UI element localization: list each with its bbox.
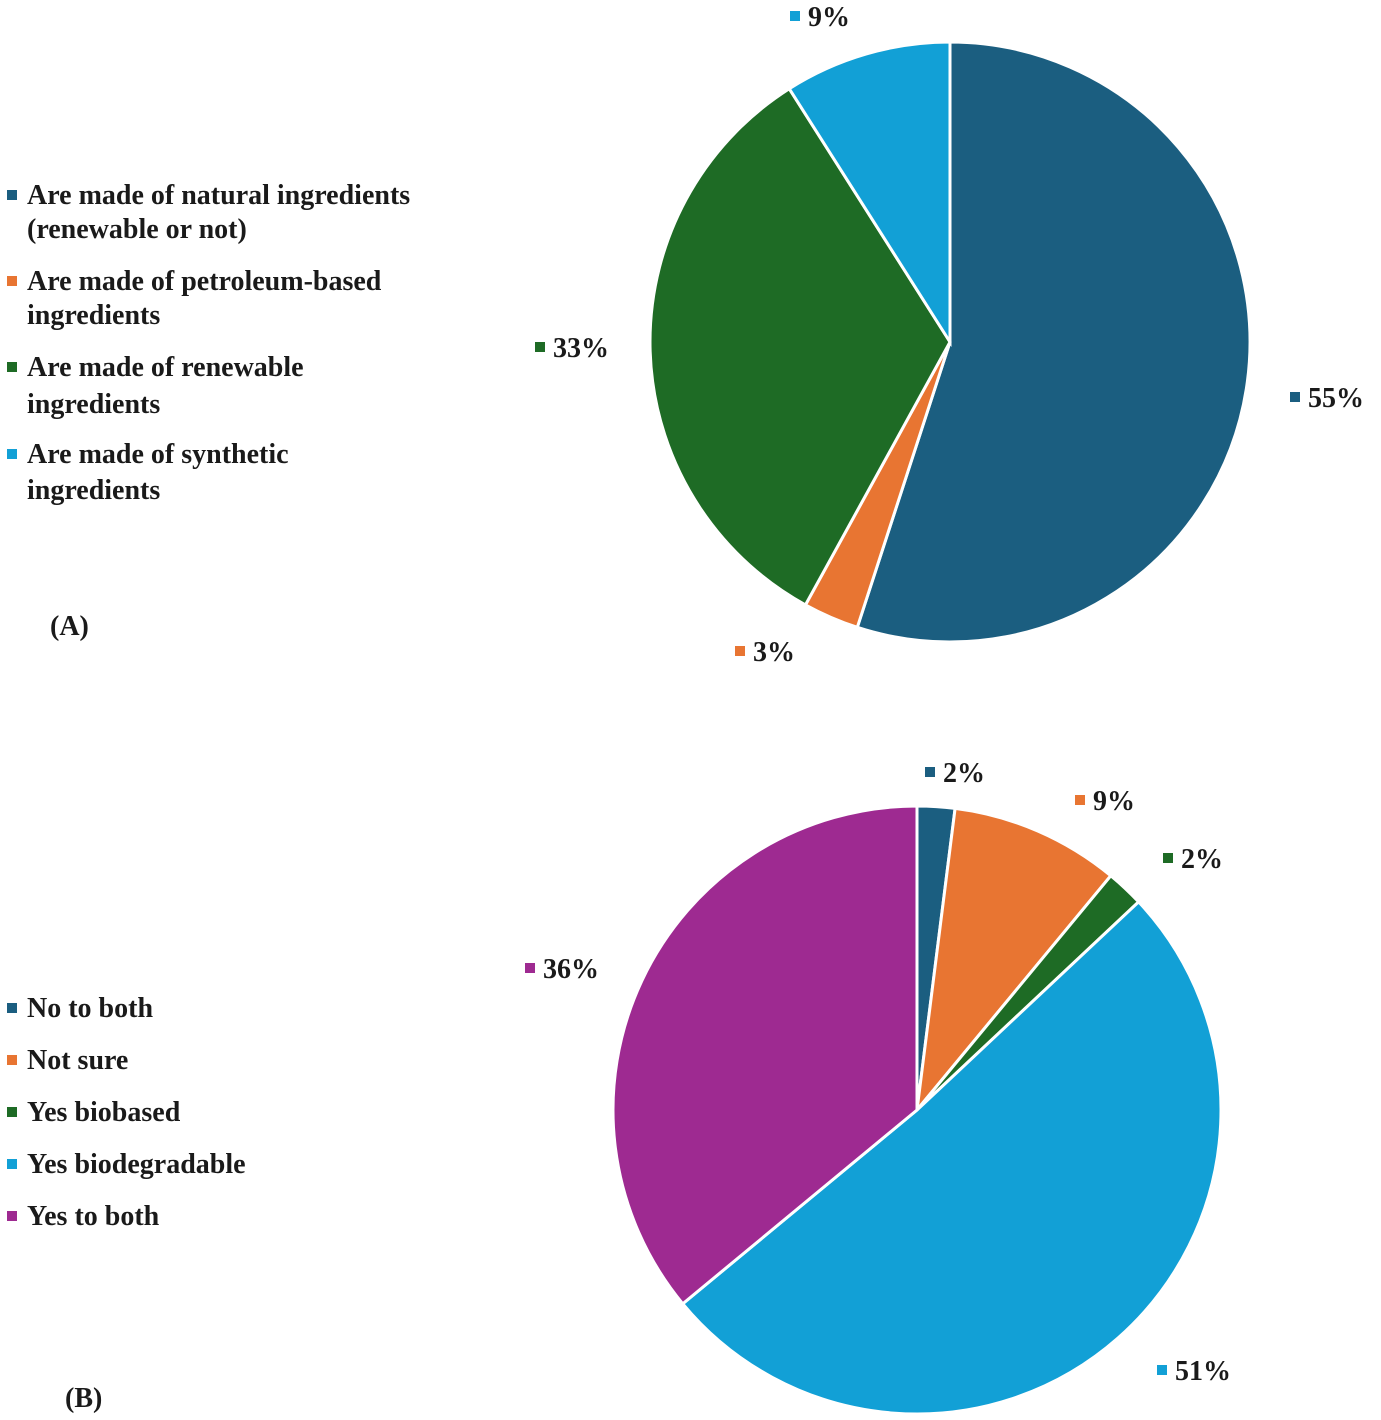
data-label-marker bbox=[535, 342, 545, 352]
legend-label: Are made of petroleum-based bbox=[27, 266, 382, 297]
legend-label: ingredients bbox=[27, 389, 160, 420]
legend-label: ingredients bbox=[27, 475, 160, 506]
legend-marker bbox=[7, 276, 17, 286]
legend-item: Not sure bbox=[7, 1045, 128, 1076]
legend-marker bbox=[7, 1055, 17, 1065]
data-label: 3% bbox=[753, 637, 795, 668]
data-label: 33% bbox=[553, 333, 609, 364]
data-label-marker bbox=[525, 963, 535, 973]
data-label: 9% bbox=[808, 2, 850, 33]
legend-label: Are made of renewable bbox=[27, 352, 304, 383]
legend-item: Yes biodegradable bbox=[7, 1149, 246, 1180]
pie-chart-b: 2% No to both 9% Not sure 2% Yes biobased 51% Y… bbox=[7, 758, 1231, 1416]
data-label: 9% bbox=[1093, 786, 1135, 817]
data-label: 2% bbox=[1181, 844, 1223, 875]
legend-item: No to both bbox=[7, 993, 153, 1024]
pie-chart-a: 55% Are made of natural ingredients(renew… bbox=[7, 2, 1364, 668]
data-label: 2% bbox=[943, 758, 985, 789]
legend-item: Yes to both bbox=[7, 1201, 160, 1232]
data-label: 51% bbox=[1175, 1356, 1231, 1387]
legend-marker bbox=[7, 1159, 17, 1169]
legend-marker bbox=[7, 190, 17, 200]
panel-label: (B) bbox=[65, 1383, 102, 1414]
legend-marker bbox=[7, 449, 17, 459]
data-label: 36% bbox=[543, 954, 599, 985]
legend-marker bbox=[7, 362, 17, 372]
pie-slice bbox=[680, 899, 1223, 1416]
legend-label: Not sure bbox=[27, 1045, 128, 1076]
legend-label: ingredients bbox=[27, 300, 160, 331]
pie-slice bbox=[914, 806, 1113, 1115]
legend-item: Are made of natural ingredients(renewabl… bbox=[7, 180, 410, 245]
legend-marker bbox=[7, 1107, 17, 1117]
pie-slice bbox=[611, 804, 919, 1306]
legend-item: Are made of renewable ingredients bbox=[7, 352, 304, 420]
legend-marker bbox=[7, 1003, 17, 1013]
legend-label: No to both bbox=[27, 993, 153, 1024]
legend-label: Yes biobased bbox=[27, 1097, 181, 1128]
legend-label: Yes to both bbox=[27, 1201, 160, 1232]
data-label: 55% bbox=[1308, 383, 1364, 414]
pie-slice bbox=[855, 40, 1252, 644]
data-label-marker bbox=[1163, 853, 1173, 863]
data-label-marker bbox=[1157, 1365, 1167, 1375]
legend-marker bbox=[7, 1211, 17, 1221]
data-label-marker bbox=[1290, 392, 1300, 402]
data-label-marker bbox=[1075, 795, 1085, 805]
legend-label: Yes biodegradable bbox=[27, 1149, 246, 1180]
legend-label: Are made of natural ingredients bbox=[27, 180, 410, 211]
legend-label: Are made of synthetic bbox=[27, 439, 289, 470]
pie-slice bbox=[787, 40, 952, 348]
legend-label: (renewable or not) bbox=[27, 214, 247, 245]
panel-label: (A) bbox=[50, 611, 89, 642]
legend-item: Yes biobased bbox=[7, 1097, 181, 1128]
legend-item: Are made of synthetic ingredients bbox=[7, 439, 289, 506]
pie-slice bbox=[648, 86, 952, 607]
data-label-marker bbox=[790, 11, 800, 21]
data-label-marker bbox=[735, 646, 745, 656]
data-label-marker bbox=[925, 767, 935, 777]
